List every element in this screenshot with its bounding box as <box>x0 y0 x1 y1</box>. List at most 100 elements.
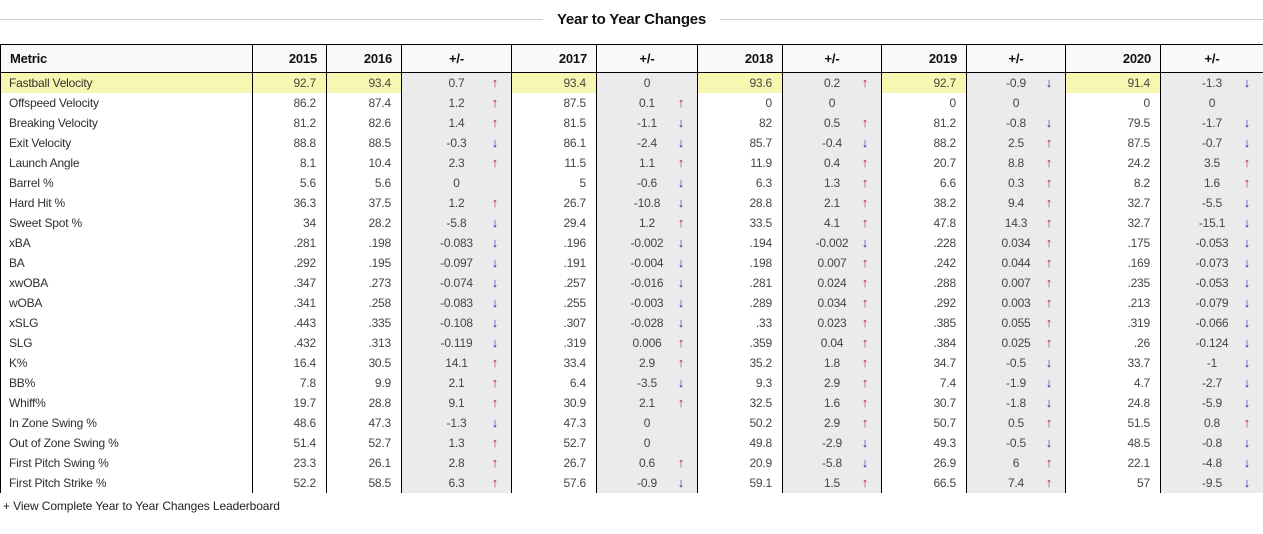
year-value-cell: 85.7 <box>698 133 783 153</box>
cell-value: -3.5 <box>637 376 657 390</box>
down-arrow-icon: ↓ <box>678 375 684 388</box>
diff-cell: 0 <box>597 433 698 453</box>
year-value-cell: 28.2 <box>327 213 402 233</box>
up-arrow-icon: ↑ <box>862 355 868 368</box>
cell-value: .347 <box>293 276 316 290</box>
cell-value: -0.5 <box>1006 356 1026 370</box>
cell-value: 36.3 <box>293 196 316 210</box>
cell-value: 1.8 <box>824 356 840 370</box>
down-arrow-icon: ↓ <box>492 235 498 248</box>
year-value-cell: 47.3 <box>327 413 402 433</box>
year-value-cell: 38.2 <box>882 193 967 213</box>
table-row[interactable]: xBA.281.198-0.083↓.196-0.002↓.194-0.002↓… <box>1 233 1263 253</box>
year-value-cell: .385 <box>882 313 967 333</box>
year-value-cell: 52.7 <box>327 433 402 453</box>
up-arrow-icon: ↑ <box>678 355 684 368</box>
up-arrow-icon: ↑ <box>862 475 868 488</box>
cell-value: 82 <box>759 116 772 130</box>
cell-value: .281 <box>293 236 316 250</box>
year-value-cell: 37.5 <box>327 193 402 213</box>
down-arrow-icon: ↓ <box>1046 115 1052 128</box>
year-value-cell: 79.5 <box>1066 113 1161 133</box>
diff-cell: 6.3↑ <box>402 473 512 493</box>
metric-cell: BB% <box>1 373 253 393</box>
diff-cell: 0.3↑ <box>967 173 1066 193</box>
year-value-cell: 50.2 <box>698 413 783 433</box>
cell-value: 87.5 <box>1127 136 1150 150</box>
cell-value: -5.5 <box>1202 196 1222 210</box>
cell-value: 47.3 <box>563 416 586 430</box>
year-value-cell: .194 <box>698 233 783 253</box>
cell-value: 6.3 <box>448 476 464 490</box>
diff-cell: -0.004↓ <box>597 253 698 273</box>
year-value-cell: 32.7 <box>1066 213 1161 233</box>
year-value-cell: 26.7 <box>512 193 597 213</box>
year-value-cell: .26 <box>1066 333 1161 353</box>
cell-value: -9.5 <box>1202 476 1222 490</box>
year-value-cell: 47.8 <box>882 213 967 233</box>
down-arrow-icon: ↓ <box>1244 295 1250 308</box>
cell-value: -10.8 <box>634 196 660 210</box>
cell-value: 57.6 <box>563 476 586 490</box>
cell-value: 2.1 <box>639 396 655 410</box>
diff-cell: -0.003↓ <box>597 293 698 313</box>
year-value-cell: 24.8 <box>1066 393 1161 413</box>
column-header-2017: 2017 <box>512 45 597 73</box>
year-value-cell: 10.4 <box>327 153 402 173</box>
metric-cell: xSLG <box>1 313 253 333</box>
diff-cell: 2.1↑ <box>597 393 698 413</box>
diff-cell: -0.8↓ <box>967 113 1066 133</box>
year-value-cell: .175 <box>1066 233 1161 253</box>
cell-value: 0.024 <box>817 276 846 290</box>
year-value-cell: 30.9 <box>512 393 597 413</box>
up-arrow-icon: ↑ <box>492 375 498 388</box>
cell-value: 34 <box>303 216 316 230</box>
metric-cell: First Pitch Swing % <box>1 453 253 473</box>
down-arrow-icon: ↓ <box>1244 255 1250 268</box>
cell-value: 34.7 <box>933 356 956 370</box>
down-arrow-icon: ↓ <box>678 135 684 148</box>
diff-cell: -1.9↓ <box>967 373 1066 393</box>
year-value-cell: 88.5 <box>327 133 402 153</box>
year-value-cell: 34.7 <box>882 353 967 373</box>
down-arrow-icon: ↓ <box>492 315 498 328</box>
year-value-cell: 30.7 <box>882 393 967 413</box>
cell-value: 92.7 <box>933 76 956 90</box>
diff-cell: -0.074↓ <box>402 273 512 293</box>
cell-value: -1.8 <box>1006 396 1026 410</box>
diff-cell: -1↓ <box>1161 353 1263 373</box>
cell-value: 3.5 <box>1204 156 1220 170</box>
year-value-cell: .198 <box>698 253 783 273</box>
year-value-cell: 33.5 <box>698 213 783 233</box>
diff-cell: 0.1↑ <box>597 93 698 113</box>
year-value-cell: .307 <box>512 313 597 333</box>
down-arrow-icon: ↓ <box>678 315 684 328</box>
view-complete-leaderboard-link[interactable]: + View Complete Year to Year Changes Lea… <box>3 499 280 513</box>
year-value-cell: .281 <box>253 233 327 253</box>
cell-value: 52.2 <box>293 476 316 490</box>
year-value-cell: .255 <box>512 293 597 313</box>
up-arrow-icon: ↑ <box>1046 415 1052 428</box>
year-value-cell: 33.7 <box>1066 353 1161 373</box>
cell-value: 14.1 <box>445 356 468 370</box>
